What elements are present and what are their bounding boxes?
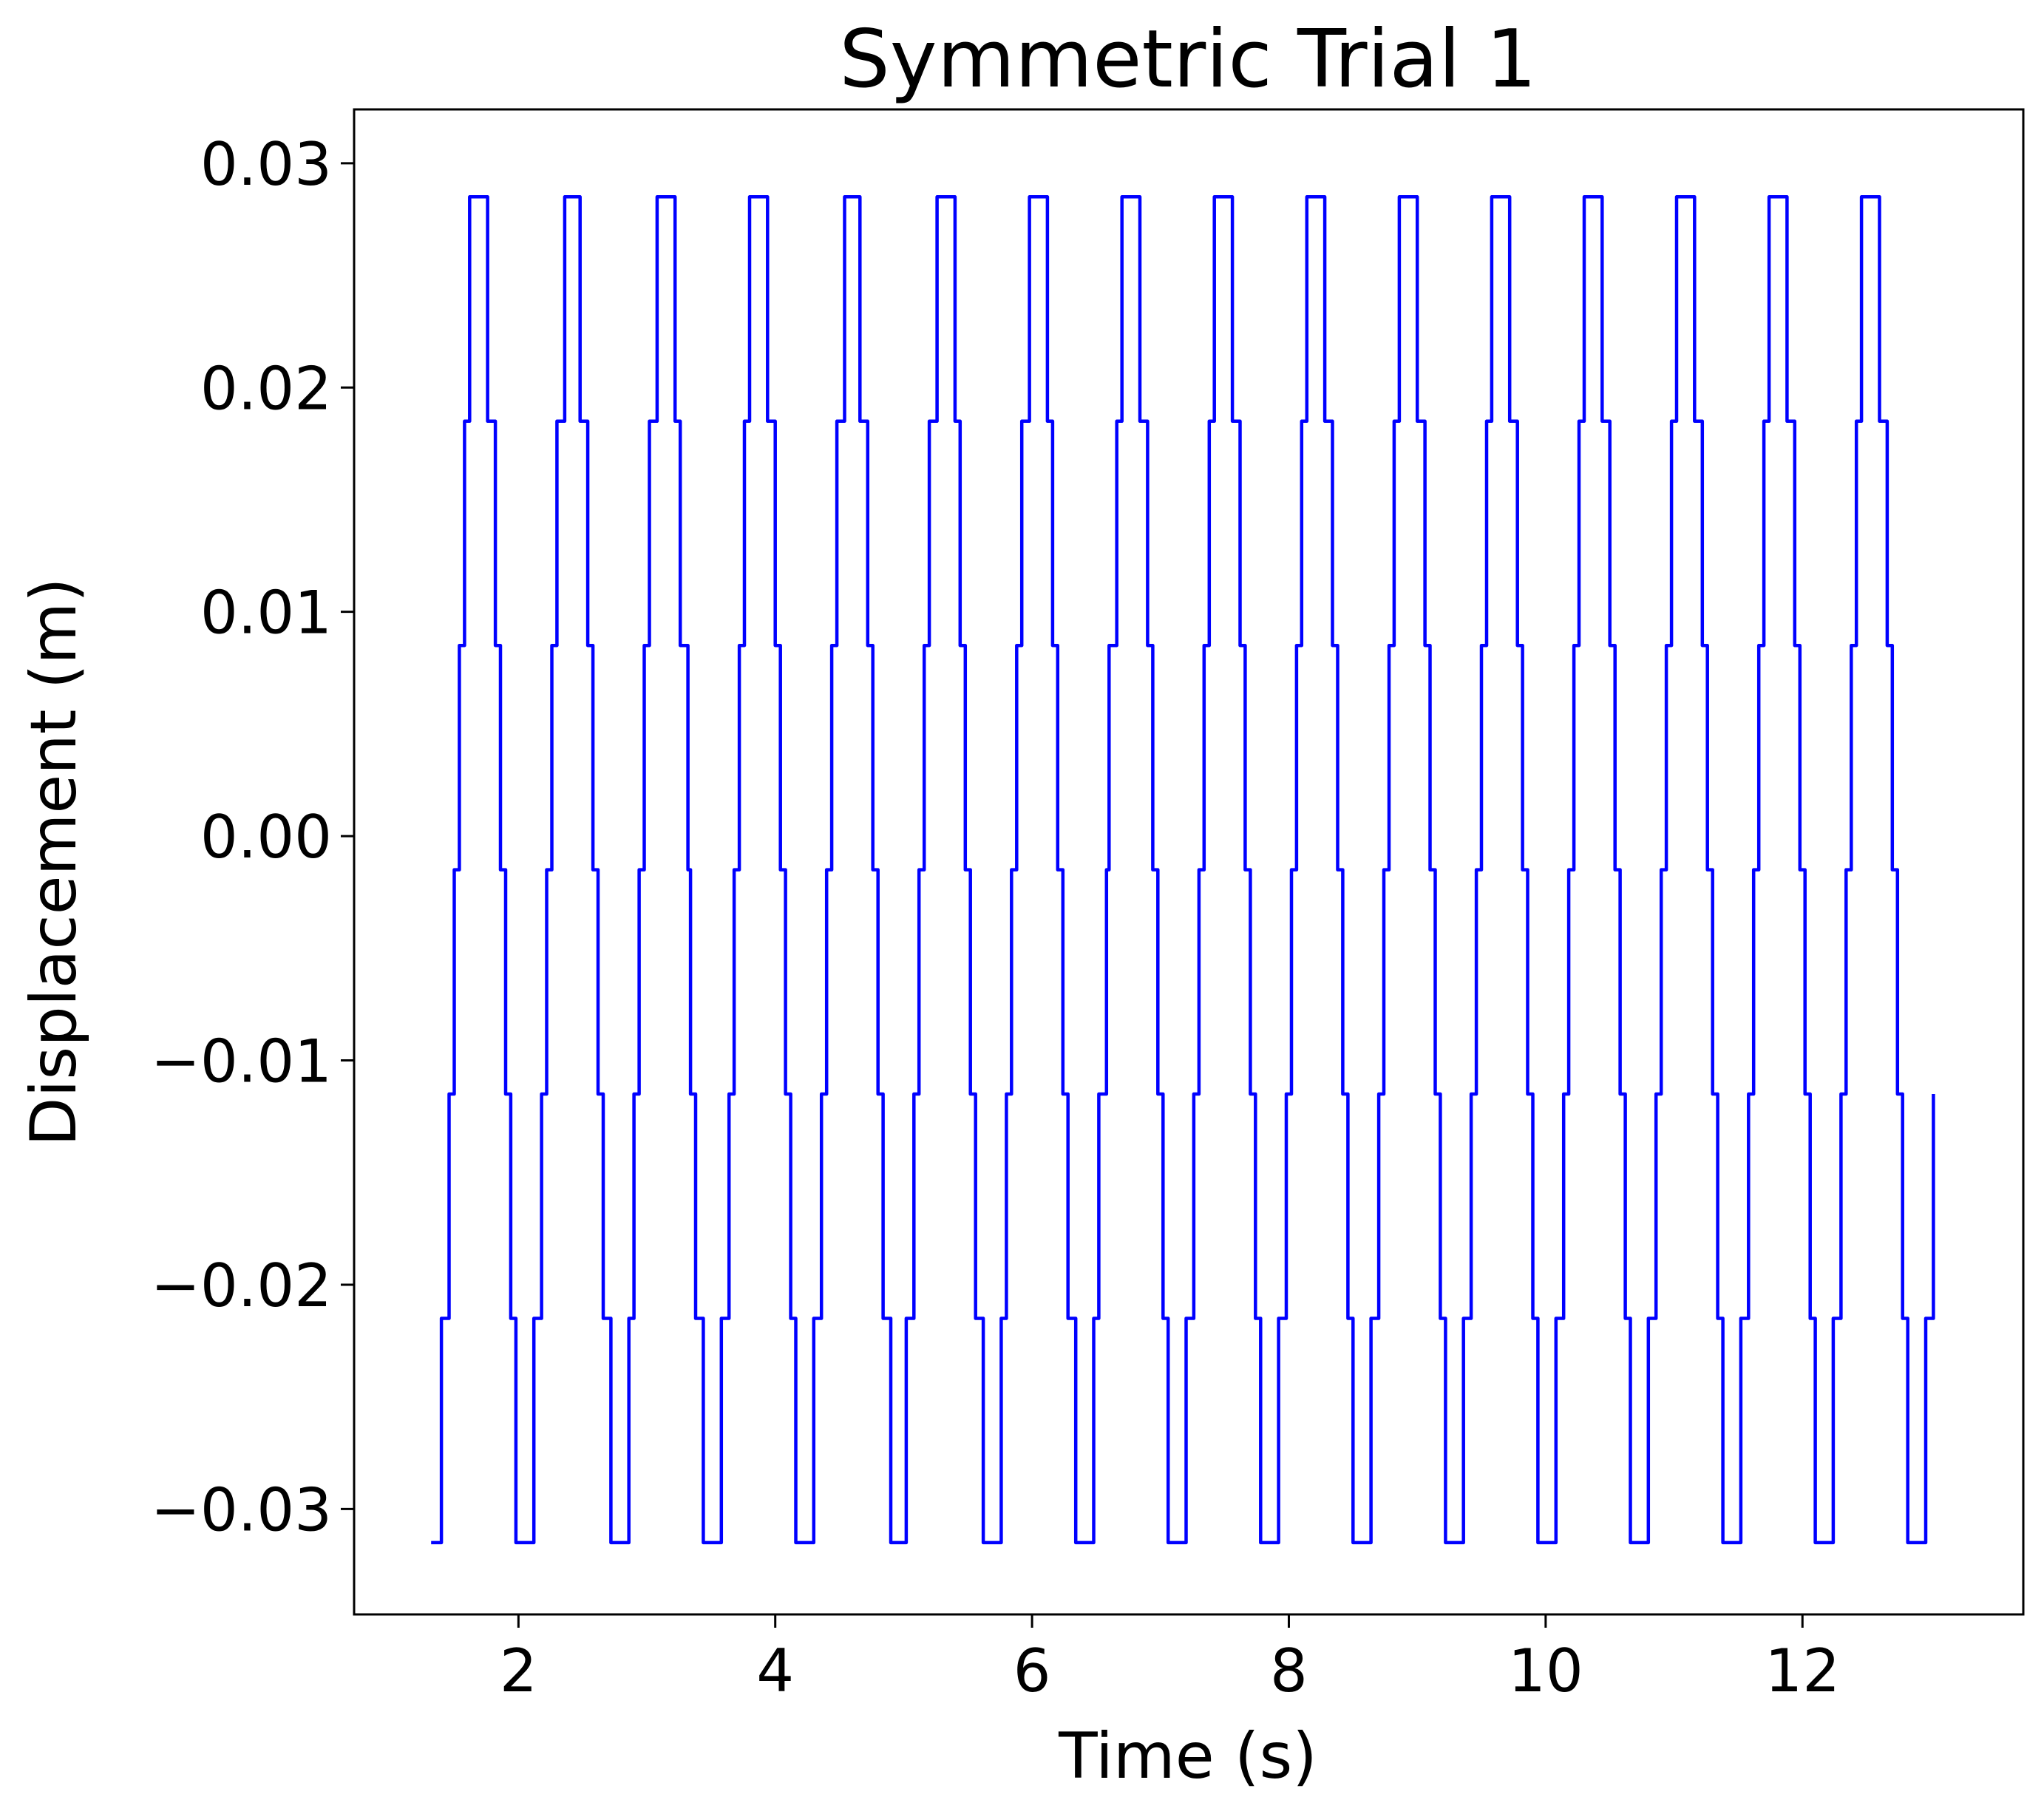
y-axis-label: Displacement (m) [17,577,91,1146]
y-tick-label: 0.02 [200,354,332,423]
plot-frame [353,108,2025,1616]
x-axis-ticks: 2 4 6 8 10 12 [500,1614,1840,1705]
x-axis-label: Time (s) [1058,1719,1317,1793]
x-tick-label: 2 [500,1637,537,1705]
y-tick-label: 0.00 [200,803,332,872]
x-tick-label: 4 [756,1637,794,1705]
plot-series [431,195,1935,1545]
y-axis-ticks: −0.03 −0.02 −0.01 0.00 0.01 0.02 0.03 [151,130,354,1544]
x-tick-label: 8 [1270,1637,1308,1705]
y-tick-label: 0.03 [200,130,332,199]
y-tick-label: −0.03 [151,1475,332,1544]
displacement-series-line [431,195,1935,1545]
y-tick-label: 0.01 [200,579,332,648]
x-tick-label: 12 [1765,1637,1840,1705]
y-tick-label: −0.02 [151,1251,332,1320]
y-tick-label: −0.01 [151,1027,332,1096]
x-tick-label: 6 [1013,1637,1051,1705]
chart-title: Symmetric Trial 1 [839,13,1537,106]
x-tick-label: 10 [1508,1637,1583,1705]
